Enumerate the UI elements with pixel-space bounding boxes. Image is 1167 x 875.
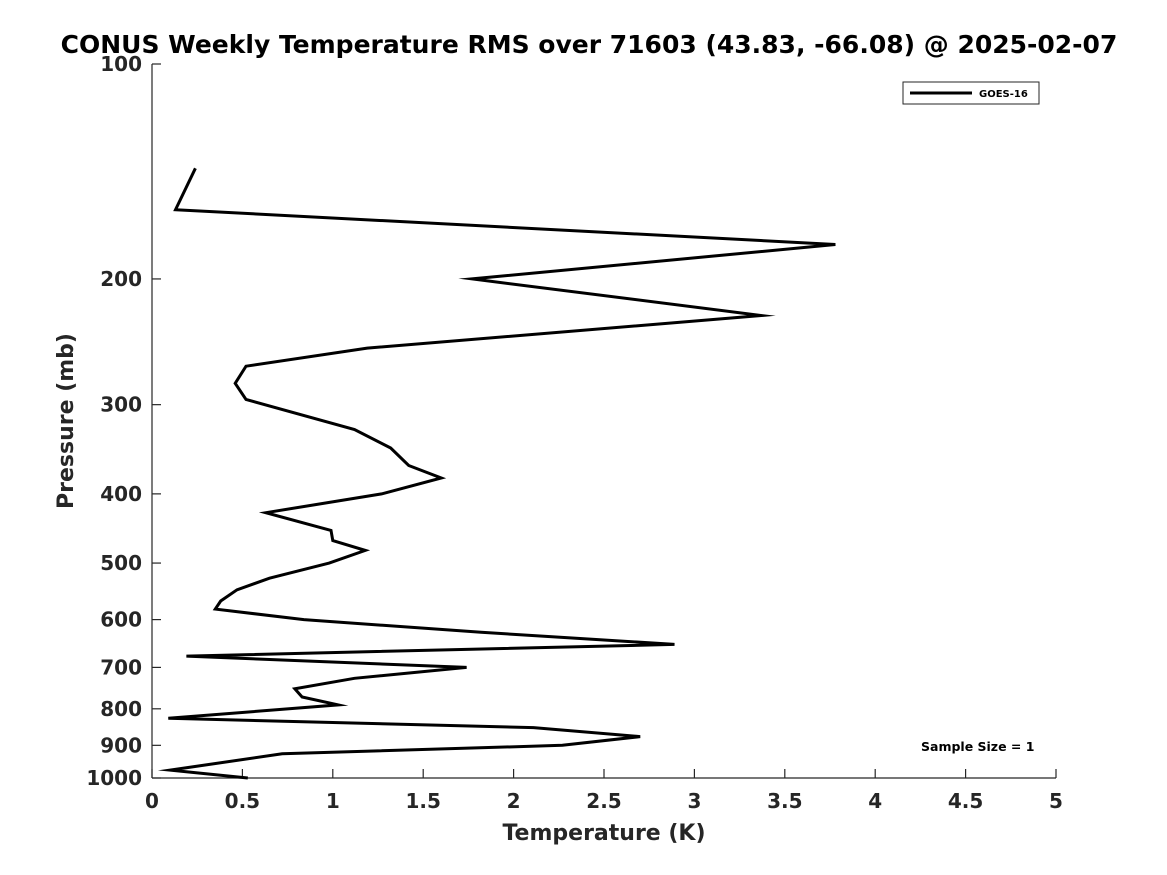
legend-label-goes-16: GOES-16	[979, 89, 1028, 100]
x-ticks: 0 0.5 1 1.5 2 2.5 3 3.5 4 4.5 5	[145, 769, 1063, 813]
y-tick-label: 1000	[86, 766, 142, 790]
y-tick-label: 100	[100, 52, 142, 76]
x-tick-label: 0.5	[225, 789, 260, 813]
x-tick-label: 0	[145, 789, 159, 813]
y-tick-label: 300	[100, 393, 142, 417]
y-tick-label: 500	[100, 551, 142, 575]
x-tick-label: 1.5	[405, 789, 440, 813]
x-tick-label: 4.5	[948, 789, 983, 813]
series-layer	[157, 167, 836, 780]
y-tick-label: 900	[100, 733, 142, 757]
x-tick-label: 1	[326, 789, 340, 813]
plot-area: 0 0.5 1 1.5 2 2.5 3 3.5 4 4.5 5 100 200 300 400 500 600…	[86, 52, 1063, 813]
x-axis-label: Temperature (K)	[502, 821, 705, 846]
series-line-goes-16	[157, 167, 836, 780]
y-tick-label: 600	[100, 608, 142, 632]
y-ticks: 100 200 300 400 500 600 700 800 900 1000	[86, 52, 161, 790]
sample-size-annotation: Sample Size = 1	[921, 739, 1034, 754]
y-tick-label: 700	[100, 655, 142, 679]
y-tick-label: 800	[100, 697, 142, 721]
y-axis-label: Pressure (mb)	[54, 333, 79, 509]
x-tick-label: 5	[1049, 789, 1063, 813]
chart-title: CONUS Weekly Temperature RMS over 71603 …	[61, 30, 1118, 59]
legend: GOES-16	[902, 81, 1040, 105]
y-tick-label: 200	[100, 267, 142, 291]
x-tick-label: 3	[687, 789, 701, 813]
x-tick-label: 4	[868, 789, 882, 813]
y-tick-label: 400	[100, 482, 142, 506]
x-tick-label: 2.5	[586, 789, 621, 813]
x-tick-label: 3.5	[767, 789, 802, 813]
x-tick-label: 2	[507, 789, 521, 813]
